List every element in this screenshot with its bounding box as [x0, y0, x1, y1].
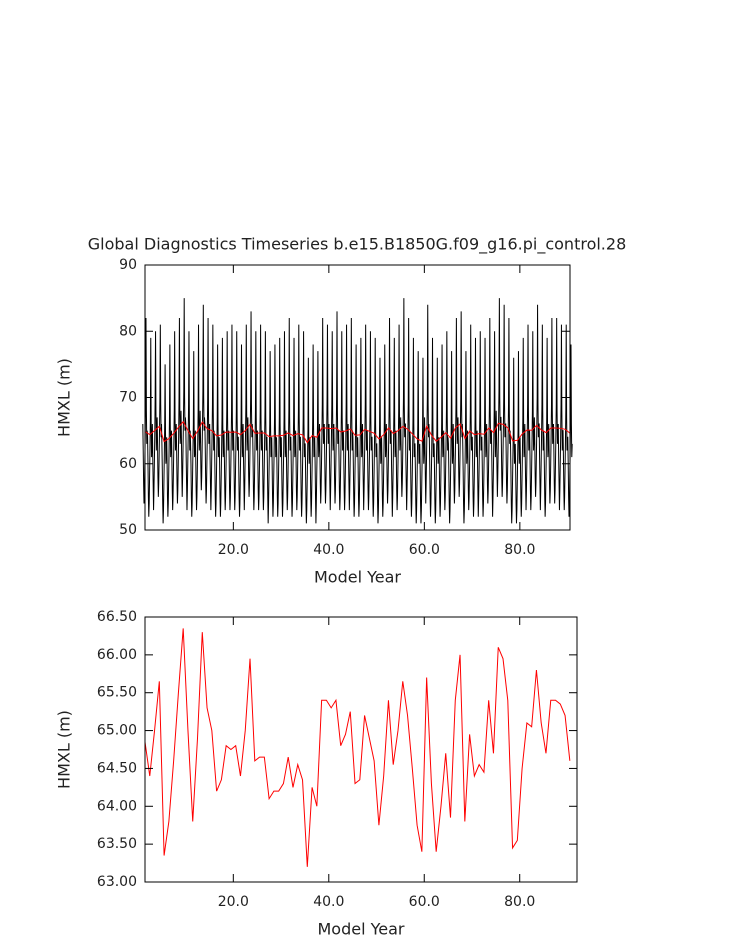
x-tick-label: 40.0 [313, 894, 344, 910]
x-tick-label: 80.0 [504, 542, 535, 558]
x-tick-label: 60.0 [409, 894, 440, 910]
y-tick-label: 70 [119, 390, 137, 406]
data-line [142, 298, 573, 524]
x-tick-label: 20.0 [218, 542, 249, 558]
y-tick-label: 65.50 [97, 685, 137, 701]
data-line [144, 628, 571, 867]
x-tick-label: 80.0 [504, 894, 535, 910]
y-axis-label: HMXL (m) [55, 710, 74, 789]
y-tick-label: 50 [119, 522, 137, 538]
data-line [144, 420, 571, 444]
x-axis-label: Model Year [318, 920, 405, 939]
y-tick-label: 64.00 [97, 798, 137, 814]
x-axis-label: Model Year [314, 568, 401, 587]
y-tick-label: 60 [119, 456, 137, 472]
y-tick-label: 66.50 [97, 609, 137, 625]
chart-title: Global Diagnostics Timeseries b.e15.B185… [88, 235, 627, 255]
y-tick-label: 63.00 [97, 874, 137, 890]
x-tick-label: 40.0 [313, 542, 344, 558]
x-tick-label: 60.0 [409, 542, 440, 558]
y-axis-label: HMXL (m) [55, 358, 74, 437]
y-tick-label: 90 [119, 257, 137, 273]
plot-frame [144, 616, 578, 883]
y-tick-label: 66.00 [97, 647, 137, 663]
x-tick-label: 20.0 [218, 894, 249, 910]
y-tick-label: 64.50 [97, 760, 137, 776]
y-tick-label: 63.50 [97, 836, 137, 852]
y-tick-label: 65.00 [97, 723, 137, 739]
y-tick-label: 80 [119, 323, 137, 339]
